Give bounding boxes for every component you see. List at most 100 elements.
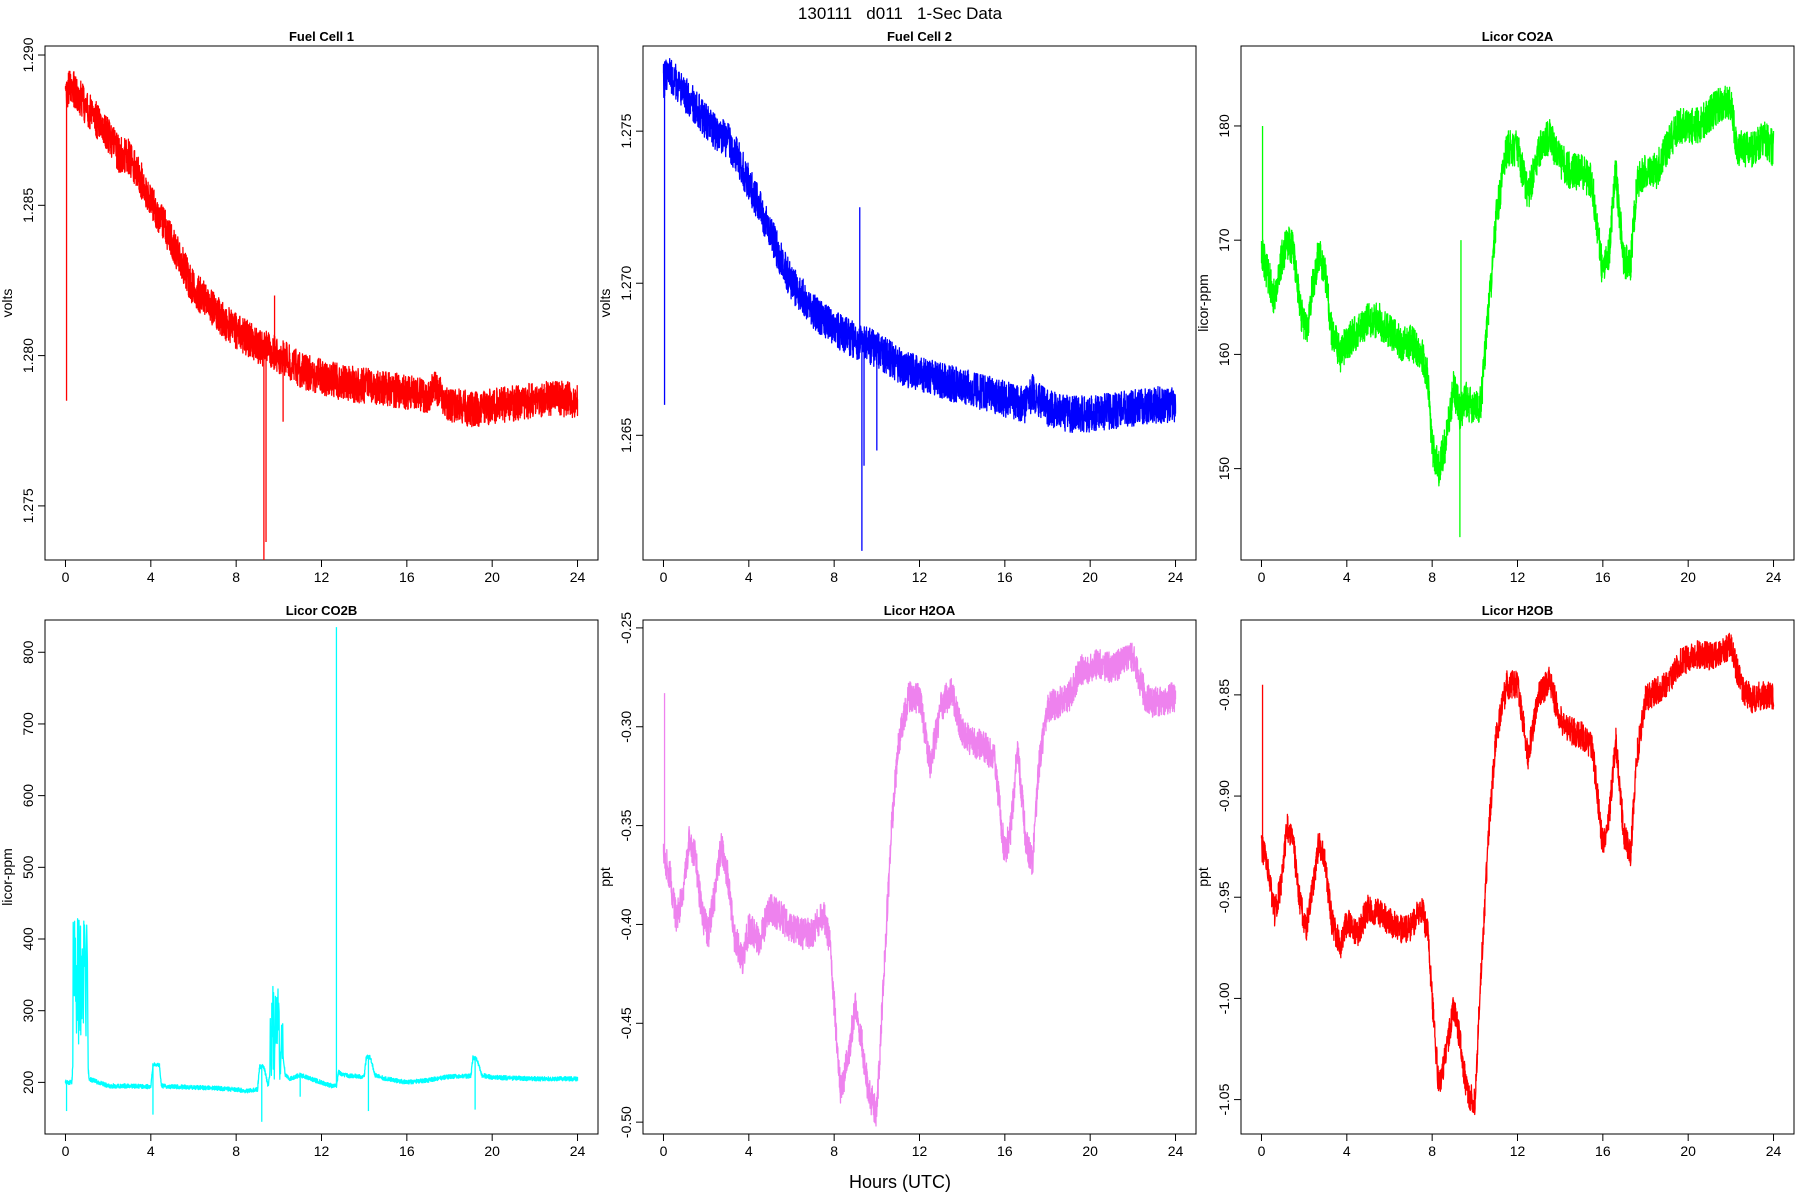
licor-h2ob-panel: Licor H2OB ppt 0 4 8 12 16 20 24 -1.05 -1.00 -0.95 -… — [1195, 603, 1795, 1159]
licor-h2ob-xtick-label: 20 — [1680, 1143, 1696, 1159]
licor-co2b-ytick-label: 700 — [20, 712, 36, 736]
licor-co2b-xtick-label: 20 — [484, 1143, 500, 1159]
licor-co2a-xtick-label: 12 — [1510, 569, 1526, 585]
licor-h2oa-title: Licor H2OA — [884, 603, 956, 618]
licor-co2a-ylabel: licor-ppm — [1195, 274, 1211, 332]
licor-co2b-ytick-label: 400 — [20, 927, 36, 951]
licor-co2a-ytick-label: 170 — [1216, 228, 1232, 252]
fuel-cell-2-ytick-label: 1.270 — [618, 266, 634, 301]
fuel-cell-2-panel: Fuel Cell 2 volts 0 4 8 12 16 20 24 1.265 1.270 1.2… — [597, 29, 1197, 585]
fuel-cell-2-ytick-label: 1.265 — [618, 418, 634, 453]
fuel-cell-1-panel: Fuel Cell 1 volts 0 4 8 12 16 20 24 1.275 1.280 1.2… — [0, 29, 599, 585]
licor-h2oa-ytick-label: -0.40 — [618, 908, 634, 940]
licor-co2a-xtick-label: 16 — [1595, 569, 1611, 585]
licor-co2b-xtick-label: 8 — [232, 1143, 240, 1159]
licor-h2oa-series-line — [662, 642, 1177, 1127]
fuel-cell-1-xtick-label: 4 — [147, 569, 155, 585]
licor-co2b-xtick-label: 16 — [399, 1143, 415, 1159]
licor-h2ob-xtick-label: 8 — [1428, 1143, 1436, 1159]
x-axis-label: Hours (UTC) — [849, 1172, 951, 1192]
licor-co2b-ylabel: licor-ppm — [0, 848, 15, 906]
fuel-cell-1-ytick-label: 1.290 — [20, 37, 36, 72]
licor-co2b-xtick-label: 0 — [62, 1143, 70, 1159]
fuel-cell-2-xtick-label: 16 — [997, 569, 1013, 585]
licor-co2b-xtick-label: 12 — [314, 1143, 330, 1159]
licor-co2b-ytick-label: 200 — [20, 1070, 36, 1094]
licor-h2oa-xtick-label: 0 — [660, 1143, 668, 1159]
licor-co2a-xtick-label: 0 — [1258, 569, 1266, 585]
licor-h2ob-xtick-label: 16 — [1595, 1143, 1611, 1159]
figure-title: 130111 d011 1-Sec Data — [797, 4, 1003, 23]
licor-h2ob-title: Licor H2OB — [1482, 603, 1554, 618]
licor-co2a-ytick-label: 180 — [1216, 114, 1232, 138]
licor-co2a-series-line — [1260, 85, 1775, 487]
fuel-cell-1-ytick-label: 1.285 — [20, 188, 36, 223]
licor-h2ob-ytick-label: -1.05 — [1216, 1083, 1232, 1115]
licor-h2oa-xtick-label: 4 — [745, 1143, 753, 1159]
fuel-cell-1-xtick-label: 12 — [314, 569, 330, 585]
licor-co2a-ytick-label: 150 — [1216, 457, 1232, 481]
licor-co2b-title: Licor CO2B — [286, 603, 358, 618]
licor-h2oa-ytick-label: -0.30 — [618, 711, 634, 743]
licor-h2ob-ylabel: ppt — [1195, 867, 1211, 887]
fuel-cell-2-xtick-label: 12 — [912, 569, 928, 585]
fuel-cell-2-frame — [642, 45, 1197, 561]
fuel-cell-2-xtick-label: 4 — [745, 569, 753, 585]
fuel-cell-2-xtick-label: 8 — [830, 569, 838, 585]
licor-h2oa-ytick-label: -0.25 — [618, 612, 634, 644]
licor-h2ob-xtick-label: 4 — [1343, 1143, 1351, 1159]
fuel-cell-1-xtick-label: 20 — [484, 569, 500, 585]
licor-co2b-ytick-label: 600 — [20, 784, 36, 808]
licor-h2oa-xtick-label: 24 — [1168, 1143, 1184, 1159]
fuel-cell-2-xtick-label: 24 — [1168, 569, 1184, 585]
licor-co2a-title: Licor CO2A — [1482, 29, 1554, 44]
licor-h2ob-ytick-label: -0.95 — [1216, 881, 1232, 913]
fuel-cell-1-ytick-label: 1.275 — [20, 488, 36, 523]
fuel-cell-1-ylabel: volts — [0, 289, 15, 318]
licor-h2ob-xtick-label: 0 — [1258, 1143, 1266, 1159]
fuel-cell-1-series-line — [64, 70, 579, 428]
licor-co2a-xtick-label: 4 — [1343, 569, 1351, 585]
licor-h2oa-ytick-label: -0.35 — [618, 809, 634, 841]
licor-h2ob-ytick-label: -1.00 — [1216, 982, 1232, 1014]
licor-h2oa-xtick-label: 20 — [1082, 1143, 1098, 1159]
licor-co2b-panel: Licor CO2B licor-ppm 0 4 8 12 16 20 24 200 300 400 5… — [0, 603, 599, 1159]
licor-co2b-series-line — [64, 918, 579, 1094]
licor-h2oa-xtick-label: 12 — [912, 1143, 928, 1159]
licor-h2ob-ytick-label: -0.85 — [1216, 679, 1232, 711]
licor-co2b-ytick-label: 300 — [20, 999, 36, 1023]
fuel-cell-1-ytick-label: 1.280 — [20, 338, 36, 373]
fuel-cell-1-xtick-label: 24 — [570, 569, 586, 585]
licor-h2oa-ylabel: ppt — [597, 867, 613, 887]
licor-h2ob-series-line — [1260, 632, 1775, 1116]
licor-co2a-panel: Licor CO2A licor-ppm 0 4 8 12 16 20 24 150 160 170 1… — [1195, 29, 1795, 585]
licor-co2b-ytick-label: 800 — [20, 640, 36, 664]
licor-h2oa-xtick-label: 8 — [830, 1143, 838, 1159]
licor-h2oa-ytick-label: -0.45 — [618, 1007, 634, 1039]
licor-h2oa-xtick-label: 16 — [997, 1143, 1013, 1159]
fuel-cell-2-xtick-label: 0 — [660, 569, 668, 585]
fuel-cell-2-xtick-label: 20 — [1082, 569, 1098, 585]
fuel-cell-2-ylabel: volts — [597, 289, 613, 318]
fuel-cell-1-xtick-label: 16 — [399, 569, 415, 585]
licor-co2b-frame — [44, 619, 599, 1135]
fuel-cell-1-xtick-label: 0 — [62, 569, 70, 585]
fuel-cell-2-ytick-label: 1.275 — [618, 113, 634, 148]
licor-co2a-ytick-label: 160 — [1216, 343, 1232, 367]
licor-co2a-xtick-label: 20 — [1680, 569, 1696, 585]
fuel-cell-2-title: Fuel Cell 2 — [887, 29, 952, 44]
licor-co2b-xtick-label: 4 — [147, 1143, 155, 1159]
licor-co2a-xtick-label: 24 — [1766, 569, 1782, 585]
fuel-cell-1-title: Fuel Cell 1 — [289, 29, 354, 44]
fuel-cell-2-series-line — [662, 58, 1177, 433]
licor-h2oa-ytick-label: -0.50 — [618, 1106, 634, 1138]
licor-h2ob-xtick-label: 24 — [1766, 1143, 1782, 1159]
licor-h2ob-ytick-label: -0.90 — [1216, 780, 1232, 812]
licor-co2a-xtick-label: 8 — [1428, 569, 1436, 585]
licor-co2b-xtick-label: 24 — [570, 1143, 586, 1159]
licor-h2ob-xtick-label: 12 — [1510, 1143, 1526, 1159]
licor-co2b-ytick-label: 500 — [20, 855, 36, 879]
fuel-cell-1-xtick-label: 8 — [232, 569, 240, 585]
licor-h2oa-panel: Licor H2OA ppt 0 4 8 12 16 20 24 -0.50 -0.45 -0.40 -… — [597, 603, 1197, 1159]
